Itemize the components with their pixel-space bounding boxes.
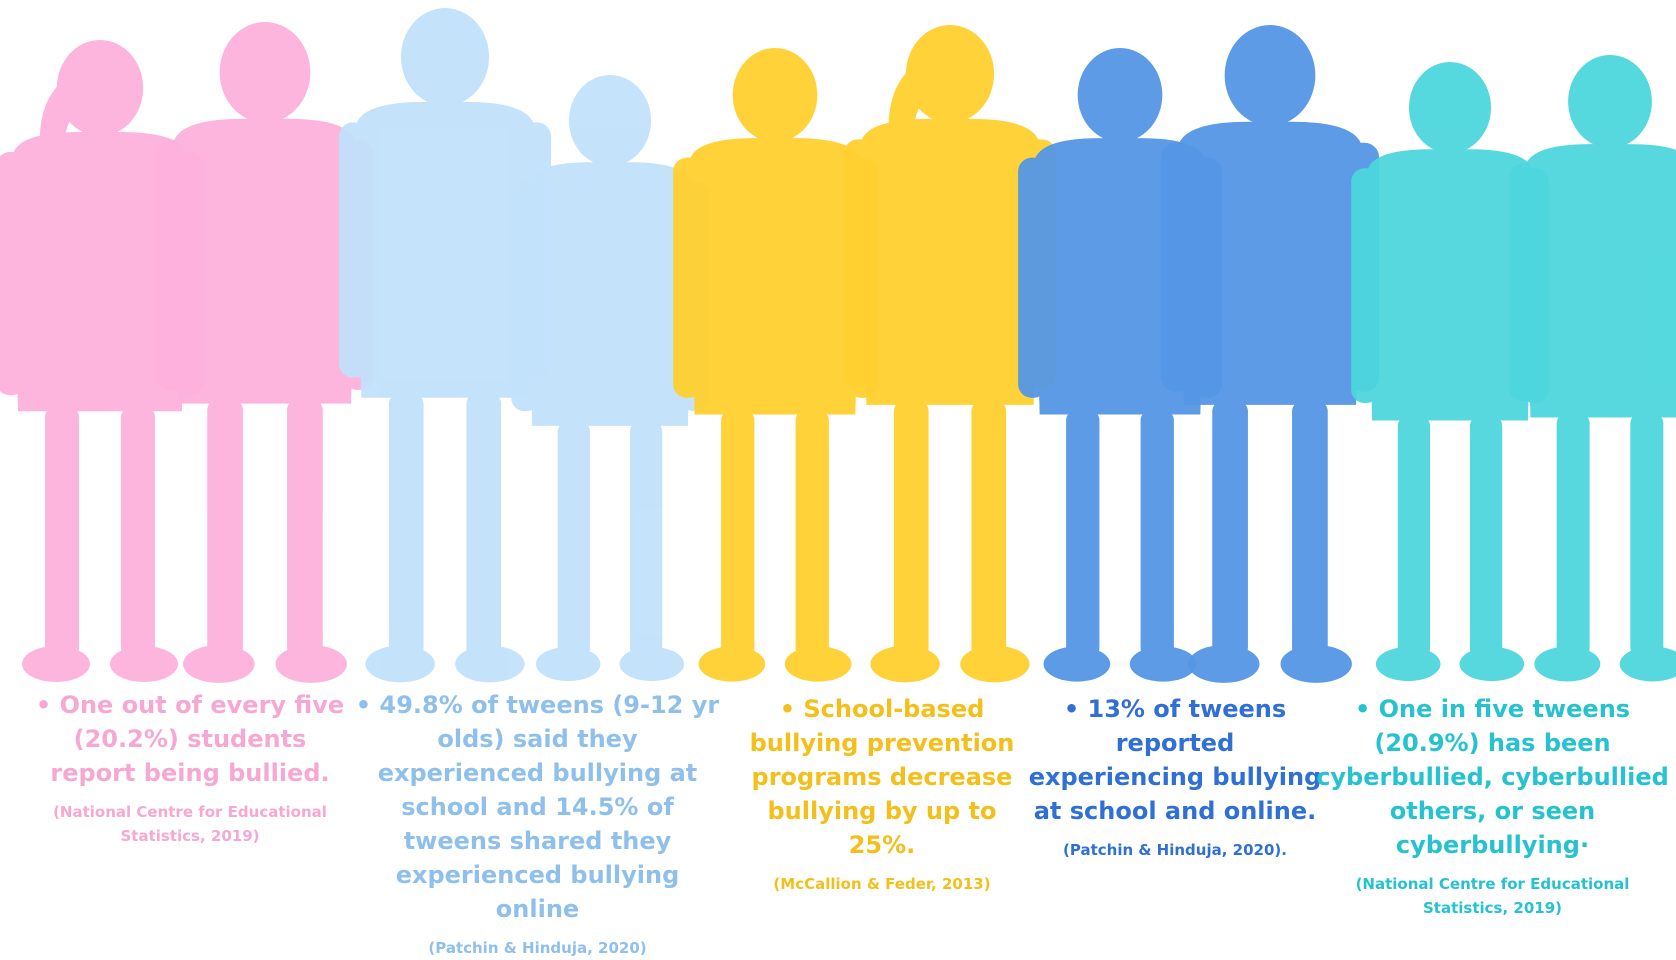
children-silhouettes [0,8,1676,683]
stat-text-3: • School-based bullying prevention progr… [749,695,1015,859]
stat-source-5: (National Centre for Educational Statist… [1355,875,1630,917]
stat-source-3: (McCallion & Feder, 2013) [773,875,991,893]
stat-block-3: • School-based bullying prevention progr… [732,692,1032,896]
stat-block-2: • 49.8% of tweens (9-12 yr olds) said th… [355,688,720,960]
girl-silhouette-pink-2 [155,22,375,683]
girl-silhouette-pink-1 [0,40,204,682]
stat-source-4: (Patchin & Hinduja, 2020). [1063,841,1287,859]
stat-text-2: • 49.8% of tweens (9-12 yr olds) said th… [355,691,720,923]
stat-block-5: • One in five tweens (20.9%) has been cy… [1315,692,1670,920]
stat-text-1: • One out of every five (20.2%) students… [35,691,345,787]
girl-silhouette-blue [1160,25,1380,683]
stat-text-4: • 13% of tweens reported experiencing bu… [1028,695,1322,825]
boy-silhouette-teal-2 [1509,54,1676,682]
stat-block-1: • One out of every five (20.2%) students… [30,688,350,848]
stat-source-2: (Patchin & Hinduja, 2020) [428,939,647,957]
stat-block-4: • 13% of tweens reported experiencing bu… [1025,692,1325,862]
stat-text-5: • One in five tweens (20.9%) has been cy… [1316,695,1669,859]
stat-source-1: (National Centre for Educational Statist… [53,803,327,845]
